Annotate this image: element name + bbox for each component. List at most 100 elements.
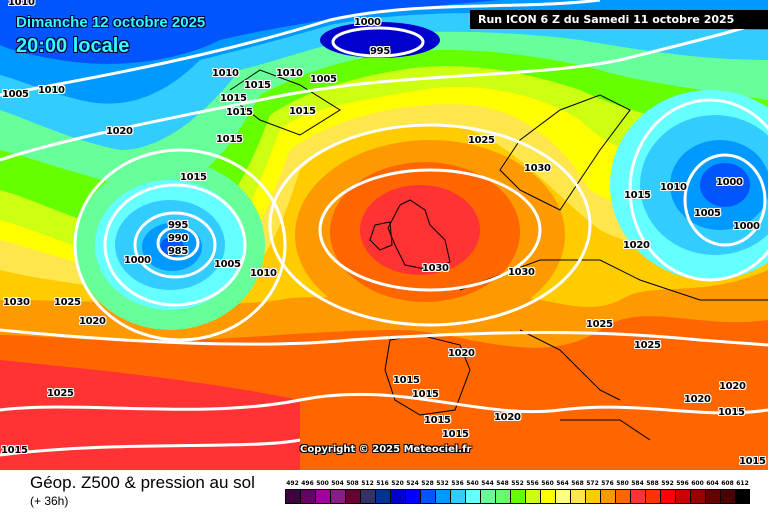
legend-label: 592 xyxy=(661,480,674,487)
legend-swatch: 580 xyxy=(615,480,630,504)
legend-swatch: 500 xyxy=(315,480,330,504)
legend-label: 532 xyxy=(436,480,449,487)
legend-label: 568 xyxy=(571,480,584,487)
forecast-lead-time: (+ 36h) xyxy=(30,494,69,508)
legend-color xyxy=(300,489,315,504)
legend-swatch: 568 xyxy=(570,480,585,504)
legend-color xyxy=(375,489,390,504)
isobar-label: 990 xyxy=(168,233,188,244)
legend-color xyxy=(390,489,405,504)
legend-color xyxy=(495,489,510,504)
isobar-label: 1010 xyxy=(276,68,303,79)
legend-label: 492 xyxy=(286,480,299,487)
legend-label: 556 xyxy=(526,480,539,487)
isobar-label: 1015 xyxy=(739,456,766,467)
legend-swatch: 492 xyxy=(285,480,300,504)
isobar-label: 1030 xyxy=(3,297,30,308)
legend-color xyxy=(360,489,375,504)
legend-label: 548 xyxy=(496,480,509,487)
legend-color xyxy=(645,489,660,504)
isobar-label: 1020 xyxy=(448,348,475,359)
legend-color xyxy=(450,489,465,504)
legend-swatch: 524 xyxy=(405,480,420,504)
legend-label: 572 xyxy=(586,480,599,487)
isobars xyxy=(0,0,768,457)
isobar-label: 1025 xyxy=(468,135,495,146)
isobar-label: 1005 xyxy=(214,259,241,270)
isobar-label: 1015 xyxy=(412,389,439,400)
legend-label: 560 xyxy=(541,480,554,487)
legend-swatch: 508 xyxy=(345,480,360,504)
isobar-label: 1015 xyxy=(180,172,207,183)
legend-swatch: 512 xyxy=(360,480,375,504)
legend-label: 584 xyxy=(631,480,644,487)
legend-label: 544 xyxy=(481,480,494,487)
legend-label: 564 xyxy=(556,480,569,487)
legend-color xyxy=(465,489,480,504)
legend-swatch: 600 xyxy=(690,480,705,504)
isobar-label: 1010 xyxy=(8,0,35,8)
isobar-label: 1010 xyxy=(250,268,277,279)
legend-label: 524 xyxy=(406,480,419,487)
isobar-label: 1020 xyxy=(494,412,521,423)
isobar-label: 1010 xyxy=(660,182,687,193)
legend-swatch: 592 xyxy=(660,480,675,504)
legend-label: 536 xyxy=(451,480,464,487)
legend-color xyxy=(630,489,645,504)
isobar-label: 1015 xyxy=(289,106,316,117)
legend-color xyxy=(315,489,330,504)
legend-label: 580 xyxy=(616,480,629,487)
legend-swatch: 596 xyxy=(675,480,690,504)
isobar-label: 1000 xyxy=(124,255,151,266)
legend-color xyxy=(285,489,300,504)
legend-swatch: 608 xyxy=(720,480,735,504)
legend-color xyxy=(525,489,540,504)
isobar-label: 1005 xyxy=(310,74,337,85)
legend-swatch: 564 xyxy=(555,480,570,504)
legend-color xyxy=(735,489,750,504)
legend-label: 496 xyxy=(301,480,314,487)
legend-label: 552 xyxy=(511,480,524,487)
isobar-label: 1015 xyxy=(244,80,271,91)
model-run-banner: Run ICON 6 Z du Samedi 11 octobre 2025 xyxy=(470,10,768,29)
legend-label: 596 xyxy=(676,480,689,487)
isobar-label: 1020 xyxy=(684,394,711,405)
legend-color xyxy=(420,489,435,504)
legend-swatch: 576 xyxy=(600,480,615,504)
legend-swatch: 532 xyxy=(435,480,450,504)
legend-swatch: 560 xyxy=(540,480,555,504)
isobar-label: 1005 xyxy=(694,208,721,219)
isobar-label: 1030 xyxy=(524,163,551,174)
isobar-label: 1015 xyxy=(226,107,253,118)
legend-swatch: 588 xyxy=(645,480,660,504)
isobar-label: 1030 xyxy=(422,263,449,274)
isobar-label: 1015 xyxy=(1,445,28,456)
legend-color xyxy=(720,489,735,504)
legend-swatch: 604 xyxy=(705,480,720,504)
legend-label: 600 xyxy=(691,480,704,487)
legend-color xyxy=(675,489,690,504)
legend-label: 508 xyxy=(346,480,359,487)
isobar-label: 1015 xyxy=(424,415,451,426)
legend-label: 588 xyxy=(646,480,659,487)
legend-swatch: 516 xyxy=(375,480,390,504)
legend-label: 504 xyxy=(331,480,344,487)
legend-label: 576 xyxy=(601,480,614,487)
legend-swatch: 536 xyxy=(450,480,465,504)
legend-color xyxy=(705,489,720,504)
legend-swatch: 552 xyxy=(510,480,525,504)
weather-map: 1010 1000 995 1005 1010 1010 1015 1010 1… xyxy=(0,0,768,470)
legend-label: 608 xyxy=(721,480,734,487)
map-title: Géop. Z500 & pression au sol xyxy=(30,473,255,492)
isobar-label: 1015 xyxy=(393,375,420,386)
isobar-label: 1025 xyxy=(47,388,74,399)
legend-color xyxy=(570,489,585,504)
isobar-label: 1020 xyxy=(79,316,106,327)
isobar-label: 1015 xyxy=(216,134,243,145)
isobar-label: 1005 xyxy=(2,89,29,100)
legend-swatch: 504 xyxy=(330,480,345,504)
isobar-label: 1015 xyxy=(718,407,745,418)
isobar-label: 1015 xyxy=(442,429,469,440)
isobar-label: 1010 xyxy=(212,68,239,79)
legend-swatch: 540 xyxy=(465,480,480,504)
